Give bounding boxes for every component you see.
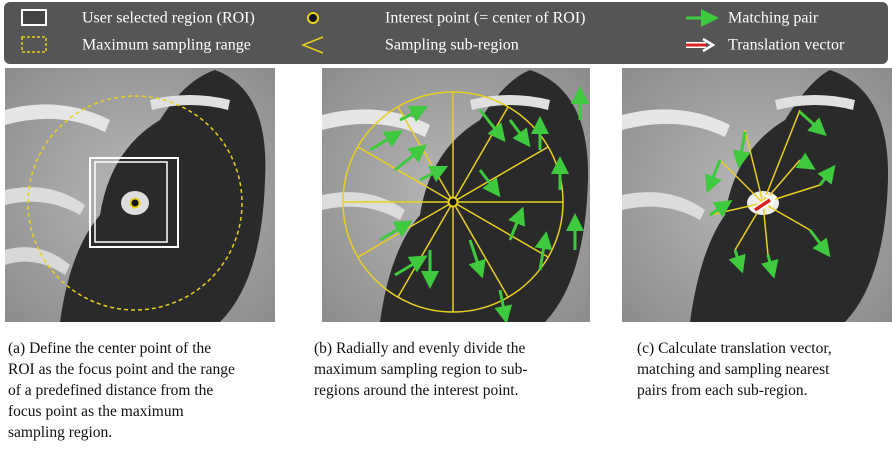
caption-line: pairs from each sub-region. bbox=[637, 380, 832, 401]
caption-line: of a predefined distance from the bbox=[8, 380, 235, 401]
caption-line: maximum sampling region to sub- bbox=[314, 359, 528, 380]
caption-line: sampling region. bbox=[8, 422, 235, 443]
caption-line: (b) Radially and evenly divide the bbox=[314, 338, 528, 359]
figure: User selected region (ROI) Maximum sampl… bbox=[0, 0, 892, 330]
legend-label: User selected region (ROI) bbox=[82, 10, 255, 27]
legend-label: Interest point (= center of ROI) bbox=[385, 10, 586, 27]
legend-label: Translation vector bbox=[728, 37, 845, 54]
legend-label: Sampling sub-region bbox=[385, 37, 519, 54]
caption-line: matching and sampling nearest bbox=[637, 359, 832, 380]
page: User selected region (ROI) Maximum sampl… bbox=[0, 0, 892, 458]
legend-label: Matching pair bbox=[728, 10, 819, 27]
panel-image bbox=[622, 68, 892, 322]
legend-icon bbox=[22, 10, 46, 25]
legend-icon bbox=[308, 13, 318, 23]
caption-line: (c) Calculate translation vector, bbox=[637, 338, 832, 359]
panel-image bbox=[322, 68, 590, 322]
caption: (c) Calculate translation vector,matchin… bbox=[637, 338, 832, 401]
panel-image bbox=[5, 68, 275, 322]
caption-line: ROI as the focus point and the range bbox=[8, 359, 235, 380]
legend-label: Maximum sampling range bbox=[82, 37, 251, 54]
caption-line: (a) Define the center point of the bbox=[8, 338, 235, 359]
caption-line: regions around the interest point. bbox=[314, 380, 528, 401]
caption-line: focus point as the maximum bbox=[8, 401, 235, 422]
